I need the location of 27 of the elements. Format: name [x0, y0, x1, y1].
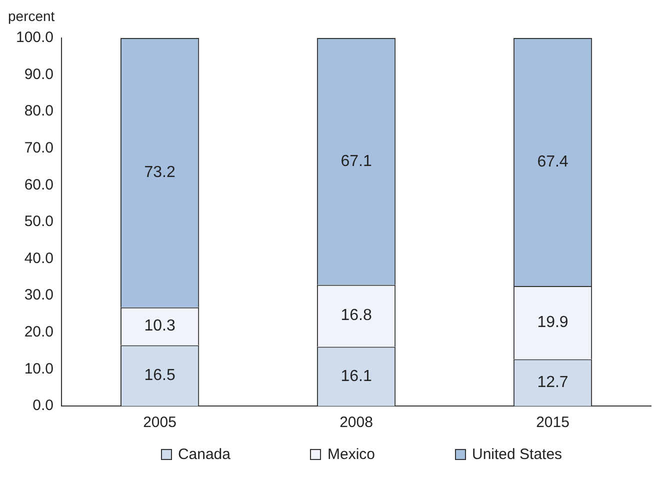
data-label: 19.9	[537, 314, 568, 332]
y-tick-label: 30.0	[24, 286, 54, 304]
y-tick-label: 70.0	[24, 140, 54, 157]
y-tick-label: 90.0	[24, 66, 54, 83]
legend-label: United States	[472, 446, 562, 463]
y-tick-label: 40.0	[24, 250, 54, 267]
data-label: 67.1	[340, 152, 372, 170]
data-label: 12.7	[537, 374, 568, 392]
y-tick-label: 80.0	[24, 102, 54, 120]
x-tick-label: 2005	[143, 414, 176, 432]
y-tick-label: 20.0	[24, 324, 54, 341]
y-tick-label: 10.0	[24, 360, 54, 378]
y-tick-label: 100.0	[16, 29, 54, 46]
legend-label: Mexico	[327, 446, 375, 463]
x-tick-label: 2008	[340, 414, 373, 432]
x-tick-label: 2015	[536, 414, 570, 432]
y-tick-label: 50.0	[24, 213, 54, 230]
y-tick-label: 0.0	[32, 397, 54, 414]
y-tick-label: 60.0	[24, 176, 54, 194]
legend-label: Canada	[178, 446, 230, 463]
data-label: 16.5	[144, 367, 176, 384]
data-label: 67.4	[537, 153, 568, 170]
data-label: 16.1	[340, 368, 372, 385]
data-label: 16.8	[340, 307, 372, 324]
data-label: 73.2	[144, 164, 176, 182]
y-axis-title: percent	[8, 8, 55, 24]
data-label: 10.3	[144, 318, 176, 335]
